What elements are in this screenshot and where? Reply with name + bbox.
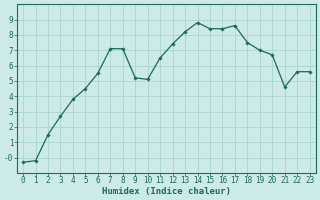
X-axis label: Humidex (Indice chaleur): Humidex (Indice chaleur) bbox=[102, 187, 231, 196]
